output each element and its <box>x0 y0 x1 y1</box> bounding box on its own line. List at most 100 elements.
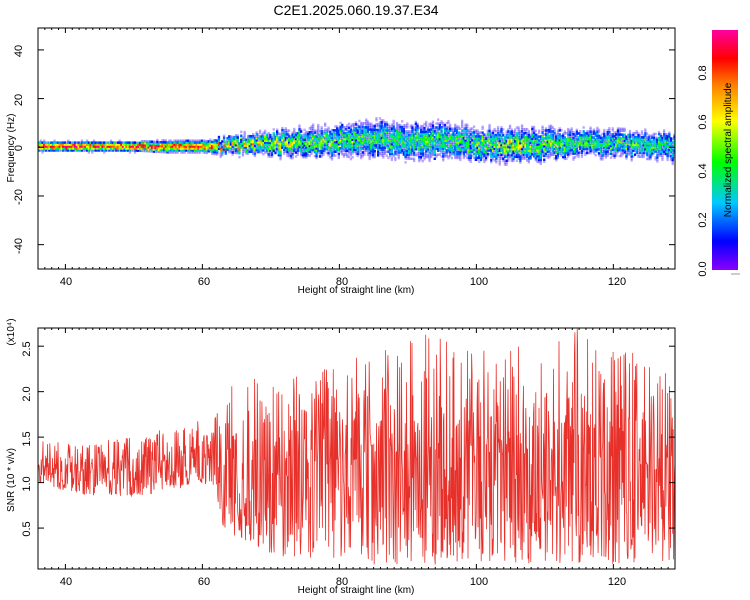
spectrogram-cell <box>431 142 435 145</box>
spectrogram-cell <box>334 135 337 138</box>
spectrogram-cell <box>399 147 402 150</box>
spectrogram-cell <box>397 151 400 154</box>
spectrogram-cell <box>498 157 501 160</box>
spectrogram-cell <box>240 146 243 149</box>
spectrogram-cell <box>560 142 563 145</box>
spectrogram-cell <box>651 152 654 155</box>
spectrogram-cell <box>490 155 493 158</box>
spectrogram-cell <box>389 135 392 138</box>
spectrogram-cell <box>640 155 644 159</box>
spectrogram-cell <box>265 141 268 144</box>
spectrogram-cell <box>140 139 143 143</box>
spectrogram-cell <box>378 132 382 136</box>
spectrogram-cell <box>385 138 388 142</box>
spectrogram-cell <box>255 150 258 154</box>
spectrogram-cell <box>255 135 258 138</box>
spectrogram-cell <box>500 137 503 141</box>
spectrogram-cell <box>632 135 635 139</box>
spectrogram-cell <box>567 151 570 154</box>
spectrogram-cell <box>317 123 320 127</box>
spectrogram-cell <box>472 135 476 138</box>
spectrogram-cell <box>577 145 580 149</box>
spectrogram-cell <box>575 146 578 149</box>
spectrogram-cell <box>668 150 671 154</box>
spectrogram-cell <box>447 129 450 133</box>
spectrogram-cell <box>130 147 133 150</box>
spectrogram-cell <box>508 124 512 128</box>
spectrogram-cell <box>407 151 411 154</box>
spectrogram-cell <box>582 126 585 129</box>
spectrogram-cell <box>332 132 335 136</box>
spectrogram-cell <box>645 157 649 161</box>
spectrogram-cell <box>262 147 265 150</box>
spectrogram-cell <box>519 155 522 158</box>
spectrogram-cell <box>82 149 85 152</box>
spectrogram-cell <box>584 138 587 141</box>
spectrogram-cell <box>320 151 323 154</box>
spectrogram-cell <box>277 150 280 153</box>
spectrogram-cell <box>399 127 402 131</box>
spectrogram-cell <box>661 135 664 138</box>
bottom-y-tick-15: 1.5 <box>21 431 33 446</box>
spectrogram-cell <box>550 148 553 151</box>
spectrogram-cell <box>277 146 280 149</box>
spectrogram-cell <box>419 136 423 139</box>
spectrogram-cell <box>193 147 197 150</box>
spectrogram-cell <box>121 147 125 150</box>
spectrogram-cell <box>168 147 171 150</box>
spectrogram-cell <box>512 140 515 143</box>
spectrogram-cell <box>272 147 275 151</box>
spectrogram-cell <box>257 145 260 148</box>
spectrogram-cell <box>510 134 513 137</box>
spectrogram-cell <box>608 131 611 134</box>
spectrogram-cell <box>510 128 513 131</box>
spectrogram-cell <box>565 147 568 151</box>
spectrogram-cell <box>553 131 556 135</box>
spectrogram-cell <box>414 120 417 124</box>
spectrogram-cell <box>380 121 383 124</box>
spectrogram-cell <box>253 152 257 156</box>
spectrogram-cell <box>264 139 267 142</box>
spectrogram-cell <box>209 142 212 145</box>
spectrogram-cell <box>647 144 650 147</box>
spectrogram-cell <box>659 138 662 142</box>
spectrogram-cell <box>437 128 440 131</box>
colorbar-tick-04: 0.4 <box>697 163 709 178</box>
spectrogram-cell <box>409 132 412 135</box>
spectrogram-cell <box>118 143 121 146</box>
spectrogram-cell <box>349 134 352 137</box>
spectrogram-cell <box>433 147 436 151</box>
spectrogram-cell <box>378 140 382 143</box>
spectrogram-cell <box>613 146 616 150</box>
spectrogram-cell <box>512 151 515 155</box>
spectrogram-cell <box>380 152 383 155</box>
spectrogram-cell <box>529 139 532 143</box>
spectrogram-cell <box>274 134 277 137</box>
spectrogram-cell <box>344 133 347 137</box>
bottom-y-tick-20: 2.0 <box>21 386 33 401</box>
spectrogram-cell <box>574 136 577 140</box>
spectrogram-cell <box>315 135 318 138</box>
spectrogram-cell <box>562 138 565 141</box>
spectrogram-cell <box>358 125 361 128</box>
spectrogram-cell <box>589 147 592 151</box>
spectrogram-cell <box>592 150 596 153</box>
spectrogram-cell <box>671 145 674 148</box>
spectrogram-cell <box>308 146 311 150</box>
spectrogram-cell <box>587 130 590 133</box>
spectrogram-cell <box>519 153 522 157</box>
spectrogram-cell <box>336 127 339 130</box>
spectrogram-cell <box>449 133 452 136</box>
spectrogram-cell <box>625 137 628 140</box>
spectrogram-cell <box>469 156 472 160</box>
spectrogram-cell <box>440 139 443 143</box>
spectrogram-cell <box>560 146 563 149</box>
spectrogram-cell <box>409 124 412 127</box>
spectrogram-cell <box>291 153 294 156</box>
spectrogram-cell <box>356 125 359 128</box>
spectrogram-cell <box>60 143 63 146</box>
spectrogram-cell <box>336 148 339 152</box>
spectrogram-cell <box>656 158 659 161</box>
spectrogram-cell <box>365 147 368 151</box>
spectrogram-cell <box>478 139 481 142</box>
